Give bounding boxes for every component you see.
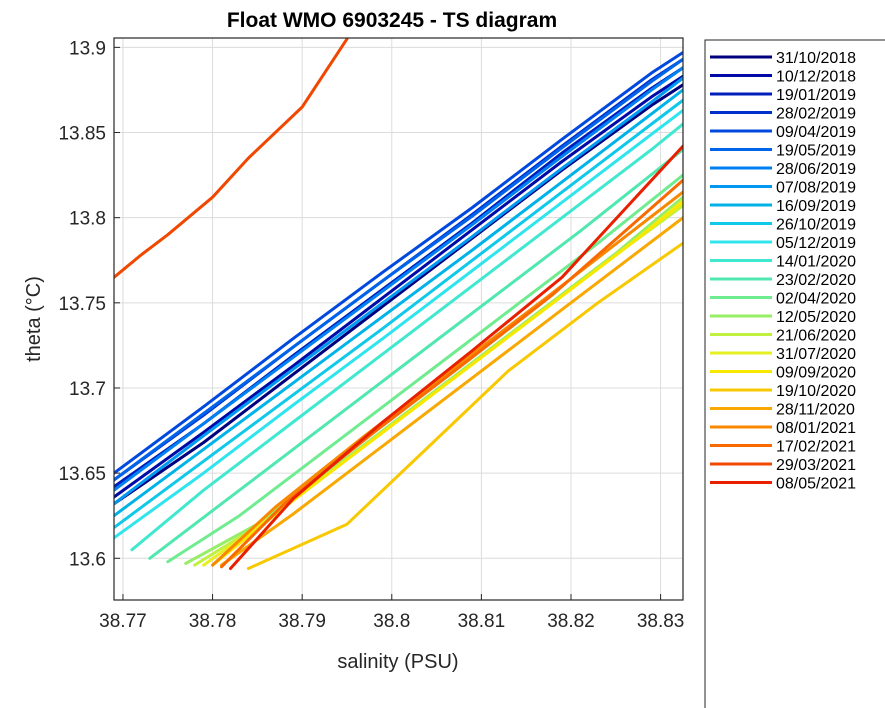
y-axis-ticks: 13.6 13.65 13.7 13.75 13.8 13.85 13.9 bbox=[58, 38, 120, 570]
legend-entry-label: 23/02/2020 bbox=[776, 272, 856, 289]
x-tick-label: 38.78 bbox=[189, 611, 237, 632]
x-tick-label: 38.83 bbox=[637, 611, 685, 632]
series-line-5 bbox=[114, 57, 683, 482]
x-tick-label: 38.79 bbox=[278, 611, 326, 632]
legend-entry-label: 16/09/2019 bbox=[776, 198, 856, 215]
legend-entry-label: 02/04/2020 bbox=[776, 291, 856, 308]
plot-frame bbox=[113, 37, 684, 601]
legend-entry-label: 09/04/2019 bbox=[776, 124, 856, 141]
series-line-0 bbox=[114, 83, 683, 506]
legend-entry-label: 07/08/2019 bbox=[776, 180, 856, 197]
legend-entry-label: 29/03/2021 bbox=[776, 457, 856, 474]
legend-entry-label: 28/06/2019 bbox=[776, 161, 856, 178]
x-tick-label: 38.81 bbox=[458, 611, 506, 632]
y-tick-label: 13.7 bbox=[69, 379, 106, 400]
x-axis-label: salinity (PSU) bbox=[337, 651, 458, 673]
legend-entry-label: 28/11/2020 bbox=[776, 402, 855, 419]
series-line-18 bbox=[246, 241, 683, 570]
legend-entry-label: 19/10/2020 bbox=[776, 383, 856, 400]
series-line-11 bbox=[130, 122, 683, 552]
x-tick-label: 38.77 bbox=[99, 611, 147, 632]
legend-entry-label: 09/09/2020 bbox=[776, 365, 856, 382]
legend-box bbox=[704, 39, 885, 708]
series-line-10 bbox=[114, 108, 683, 540]
y-tick-label: 13.6 bbox=[69, 549, 106, 570]
series-line-21 bbox=[220, 178, 683, 569]
series-line-13 bbox=[166, 173, 683, 564]
series-line-6 bbox=[114, 66, 683, 492]
legend-entry-label: 31/07/2020 bbox=[776, 346, 856, 363]
legend-entry-label: 10/12/2018 bbox=[776, 69, 856, 86]
legend-entry-label: 17/02/2021 bbox=[776, 439, 856, 456]
plot-area bbox=[114, 38, 683, 600]
legend-entry-label: 08/01/2021 bbox=[776, 420, 856, 437]
y-axis-label: theta (°C) bbox=[23, 276, 45, 362]
series-line-19 bbox=[220, 216, 683, 567]
legend-entry-label: 14/01/2020 bbox=[776, 254, 856, 271]
y-tick-label: 13.85 bbox=[58, 124, 106, 145]
series-line-23 bbox=[229, 144, 683, 570]
legend-entry-label: 08/05/2021 bbox=[776, 476, 856, 493]
series-line-1 bbox=[114, 74, 683, 499]
chart-title: Float WMO 6903245 - TS diagram bbox=[227, 9, 557, 32]
y-tick-label: 13.75 bbox=[58, 294, 106, 315]
series-line-8 bbox=[114, 88, 683, 518]
series-line-22 bbox=[114, 38, 349, 279]
y-tick-label: 13.9 bbox=[69, 38, 106, 59]
y-tick-label: 13.65 bbox=[58, 464, 106, 485]
y-tick-label: 13.8 bbox=[69, 209, 106, 230]
series-group bbox=[114, 38, 683, 570]
x-tick-label: 38.8 bbox=[373, 611, 410, 632]
series-line-12 bbox=[148, 148, 683, 560]
x-axis-ticks: 38.77 38.78 38.79 38.8 38.81 38.82 38.83 bbox=[99, 594, 684, 632]
x-tick-label: 38.82 bbox=[547, 611, 595, 632]
series-line-7 bbox=[114, 76, 683, 506]
legend-entry-label: 31/10/2018 bbox=[776, 50, 856, 67]
legend-entry-label: 26/10/2019 bbox=[776, 217, 856, 234]
legend-entry-label: 21/06/2020 bbox=[776, 328, 856, 345]
series-line-9 bbox=[114, 98, 683, 530]
legend-entry-label: 28/02/2019 bbox=[776, 106, 856, 123]
legend-entry-label: 12/05/2020 bbox=[776, 309, 856, 326]
legend-entry-label: 05/12/2019 bbox=[776, 235, 856, 252]
series-line-4 bbox=[114, 51, 683, 475]
legend-entry-label: 19/05/2019 bbox=[776, 143, 856, 160]
legend-entry-label: 19/01/2019 bbox=[776, 87, 856, 104]
